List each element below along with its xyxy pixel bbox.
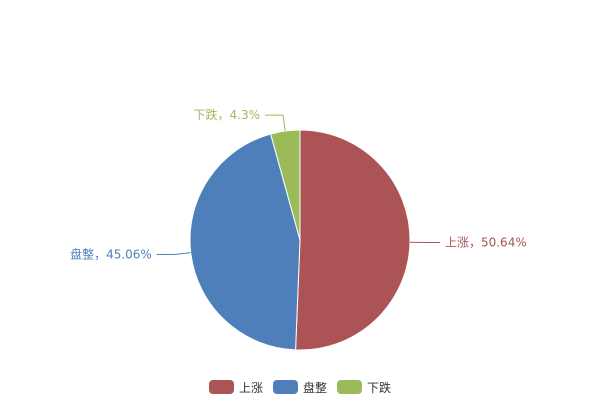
pie-slice-0[interactable] — [295, 129, 411, 351]
legend-swatch-0[interactable] — [209, 380, 234, 394]
legend-label-2[interactable]: 下跌 — [367, 380, 391, 395]
slice-label-0: 上涨，50.64% — [445, 235, 527, 250]
label-line-2 — [265, 114, 286, 132]
slice-label-1: 盘整，45.06% — [70, 246, 152, 261]
slice-label-2: 下跌，4.3% — [194, 107, 261, 122]
legend-label-0[interactable]: 上涨 — [239, 380, 263, 395]
label-line-1 — [156, 252, 191, 255]
legend-swatch-1[interactable] — [273, 380, 298, 394]
legend-swatch-2[interactable] — [337, 380, 362, 394]
legend-label-1[interactable]: 盘整 — [303, 380, 327, 395]
